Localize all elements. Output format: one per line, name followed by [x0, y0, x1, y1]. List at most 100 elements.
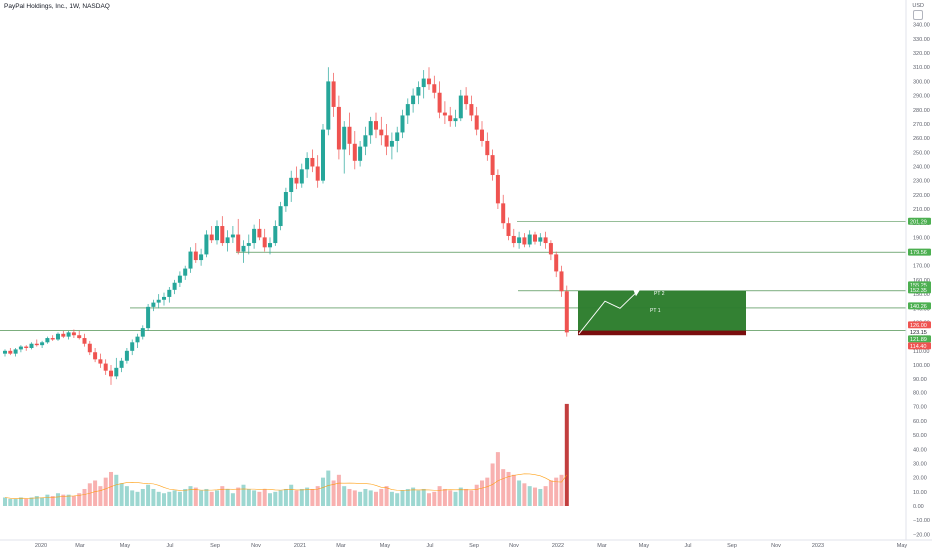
price-tick-label: 290.00	[913, 94, 930, 100]
candle-body	[315, 166, 320, 181]
candle-body	[230, 234, 235, 238]
candle-body	[495, 174, 500, 204]
volume-bar	[506, 471, 511, 506]
price-tick-label: 210.00	[913, 207, 930, 213]
time-tick-label: May	[120, 543, 131, 549]
candle-body	[268, 243, 272, 248]
volume-bar	[474, 484, 479, 506]
price-tick-label: 220.00	[913, 193, 930, 199]
volume-bar	[374, 491, 378, 506]
candle-body	[289, 177, 294, 193]
volume-bar	[411, 487, 416, 506]
volume-bar	[289, 484, 294, 506]
price-badge-label: 140.26	[910, 304, 927, 310]
volume-bar	[273, 491, 278, 506]
time-tick-label: Sep	[727, 543, 737, 549]
target-label: PT 2	[654, 291, 665, 297]
volume-bar	[315, 486, 320, 506]
candle-body	[13, 349, 18, 354]
volume-bar	[103, 477, 108, 506]
time-tick-label: 2022	[552, 543, 564, 549]
candle-body	[215, 226, 219, 241]
candle-body	[246, 243, 251, 246]
time-tick-label: Mar	[336, 543, 346, 549]
volume-tick-label: 10.00	[913, 490, 927, 496]
volume-bar	[204, 488, 209, 506]
volume-bar	[45, 494, 50, 506]
candle-body	[442, 112, 447, 116]
price-axis[interactable]: 340.00 330.00 320.00 310.00 300.00 290.00 280.…	[913, 23, 930, 539]
candle-body	[458, 95, 463, 119]
candle-body	[140, 328, 145, 337]
candle-body	[310, 157, 315, 167]
price-tick-label: 90.00	[913, 377, 927, 383]
volume-bar	[421, 488, 426, 506]
price-badge	[908, 328, 931, 336]
candle-body	[151, 302, 156, 307]
volume-bar	[215, 490, 219, 506]
candle-body	[400, 115, 405, 133]
candle-body	[464, 95, 469, 105]
volume-bar	[87, 483, 92, 506]
level-badge-label: 201.29	[910, 219, 927, 225]
candle-body	[427, 78, 431, 85]
candle-body	[511, 235, 516, 244]
volume-bar	[480, 480, 484, 506]
volume-bar	[511, 474, 516, 506]
price-tick-label: 240.00	[913, 164, 930, 170]
time-tick-label: Mar	[75, 543, 85, 549]
arrowhead	[633, 289, 640, 297]
volume-bar	[177, 491, 182, 506]
candle-body	[437, 92, 442, 113]
volume-bar	[246, 488, 251, 506]
volume-bar	[156, 491, 161, 506]
candle-body	[469, 104, 474, 116]
candle-body	[321, 129, 325, 181]
volume-bar	[517, 480, 522, 506]
volume-bar	[8, 498, 13, 506]
candle-body	[538, 237, 543, 242]
price-badge	[908, 286, 931, 294]
volume-bar	[469, 490, 474, 506]
candle-body	[18, 346, 23, 350]
volume-bar	[395, 493, 400, 506]
volume-bar	[24, 498, 29, 506]
time-tick-label: Nov	[251, 543, 261, 549]
candle-body	[61, 333, 66, 337]
volume-bar	[252, 490, 257, 506]
candle-body	[98, 359, 103, 364]
candle-body	[363, 135, 368, 147]
candle-body	[193, 251, 198, 261]
candle-body	[29, 343, 34, 348]
time-axis[interactable]: 2020 Mar May Jul Sep Nov 2021 Mar May Jul Sep Nov 20…	[35, 543, 908, 549]
volume-tick-label: 20.00	[913, 476, 927, 482]
candle-body	[326, 81, 331, 130]
level-badge	[908, 248, 931, 256]
candle-body	[167, 289, 172, 297]
volume-bar	[363, 488, 368, 506]
candle-body	[66, 332, 71, 337]
volume-bar	[522, 483, 527, 506]
candle-body	[40, 342, 45, 346]
volume-bar	[294, 490, 299, 506]
price-tick-label: 110.00	[913, 349, 929, 355]
price-badge-label: 155.25	[910, 283, 927, 289]
candle-body	[432, 84, 437, 93]
level-badge	[908, 217, 931, 225]
candle-body	[172, 282, 177, 290]
candle-body	[278, 206, 283, 227]
candle-body	[252, 228, 257, 244]
candle-body	[135, 336, 140, 343]
price-tick-label: 230.00	[913, 179, 930, 185]
price-tick-label: 280.00	[913, 108, 930, 114]
time-tick-label: Jul	[166, 543, 173, 549]
volume-moving-average	[4, 473, 568, 499]
candle-body	[8, 350, 13, 354]
candle-body	[236, 234, 241, 252]
volume-bar	[416, 490, 421, 506]
price-badge-label: 123.15	[910, 330, 927, 336]
volume-bar	[34, 496, 39, 506]
currency-settings-button[interactable]	[913, 10, 923, 20]
volume-bar	[172, 490, 177, 506]
